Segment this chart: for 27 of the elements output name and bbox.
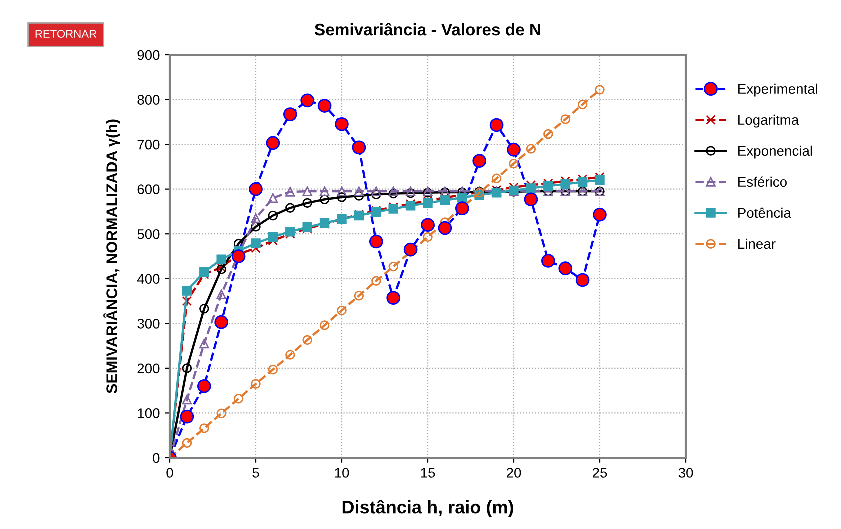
y-tick-label: 400	[137, 274, 160, 284]
legend-label: Linear	[738, 238, 776, 250]
x-tick-label: 25	[592, 468, 608, 478]
y-tick-label: 300	[138, 319, 160, 329]
legend-label: Potência	[738, 208, 792, 218]
y-tick-label: 800	[138, 95, 160, 105]
x-tick-label: 5	[252, 468, 260, 478]
y-tick-label: 0	[153, 453, 160, 464]
x-tick-label: 20	[506, 468, 522, 478]
chart-title: Semivariância - Valores de N	[315, 23, 540, 36]
legend-label: Exponencial	[738, 146, 812, 159]
x-tick-label: 30	[678, 468, 694, 478]
y-axis-title: SEMIVARIÂNCIA, NORMALIZADA γ(h)	[104, 120, 120, 394]
legend-label: Experimental	[738, 84, 818, 97]
y-tick-label: 500	[138, 229, 160, 240]
y-tick-label: 700	[138, 140, 160, 150]
x-tick-label: 10	[335, 468, 350, 478]
x-tick-label: 0	[166, 468, 174, 478]
y-tick-label: 100	[138, 408, 160, 418]
text: RETORNAR	[36, 30, 97, 38]
y-tick-label: 200	[138, 364, 160, 374]
legend-label: Esférico	[738, 176, 787, 188]
x-tick-label: 15	[421, 468, 436, 478]
x-axis-title: Distância h, raio (m)	[342, 500, 514, 518]
y-tick-label: 900	[138, 50, 160, 60]
y-tick-label: 600	[138, 184, 160, 195]
legend-label: Logaritma	[738, 114, 800, 128]
